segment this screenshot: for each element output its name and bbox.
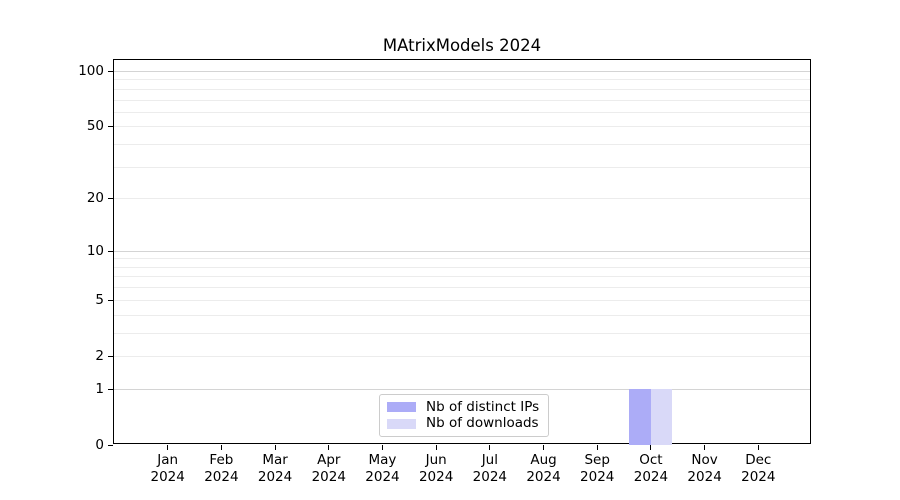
x-tick-year: 2024 xyxy=(257,469,293,485)
gridline-minor-30 xyxy=(114,166,810,168)
gridline-minor-4 xyxy=(114,314,810,316)
x-tick-mark-dec xyxy=(757,445,759,450)
y-tick-label-10: 10 xyxy=(86,242,104,259)
bar-oct-downloads xyxy=(650,388,673,445)
gridline-minor-90 xyxy=(114,79,810,81)
x-tick-label-mar: Mar 2024 xyxy=(240,452,310,486)
plot-area: Nb of distinct IPs Nb of downloads 0 1 2 5 10… xyxy=(78,59,811,485)
y-tick-mark-50 xyxy=(108,126,113,128)
legend-swatch-1 xyxy=(387,418,416,429)
y-tick-mark-2 xyxy=(108,355,113,357)
y-tick-label-2: 2 xyxy=(95,347,104,364)
x-tick-label-feb: Feb 2024 xyxy=(186,452,256,486)
y-tick-mark-0 xyxy=(108,445,113,446)
x-tick-mark-may xyxy=(381,445,383,450)
y-tick-mark-1 xyxy=(108,388,113,390)
gridline-major-100 xyxy=(114,70,810,72)
y-tick-label-20: 20 xyxy=(86,190,104,207)
x-tick-month: Aug xyxy=(530,452,557,468)
x-tick-label-sep: Sep 2024 xyxy=(562,452,632,486)
x-tick-mark-jun xyxy=(435,445,437,450)
x-tick-mark-mar xyxy=(274,445,276,450)
x-tick-month: Apr xyxy=(317,452,341,468)
legend-swatch-0 xyxy=(387,402,416,413)
x-tick-month: Nov xyxy=(691,452,718,468)
x-tick-label-dec: Dec 2024 xyxy=(723,452,793,486)
x-tick-year: 2024 xyxy=(580,469,615,485)
x-tick-month: Dec xyxy=(745,452,772,468)
gridline-major-1 xyxy=(114,388,810,390)
x-tick-month: Feb xyxy=(209,452,234,468)
x-tick-label-may: May 2024 xyxy=(347,452,417,486)
gridline-minor-80 xyxy=(114,88,810,90)
x-tick-mark-apr xyxy=(328,445,330,450)
y-tick-label-100: 100 xyxy=(78,62,104,79)
x-tick-mark-feb xyxy=(220,445,222,450)
x-tick-month: Mar xyxy=(262,452,288,468)
x-tick-year: 2024 xyxy=(526,469,561,485)
y-tick-mark-20 xyxy=(108,198,113,200)
x-tick-year: 2024 xyxy=(204,469,239,485)
gridline-minor-2 xyxy=(114,355,810,357)
legend: Nb of distinct IPs Nb of downloads xyxy=(379,394,549,437)
x-tick-month: Jun xyxy=(425,452,447,468)
x-tick-month: Jul xyxy=(481,452,498,468)
x-tick-year: 2024 xyxy=(311,469,346,485)
gridline-minor-7 xyxy=(114,276,810,278)
gridline-minor-20 xyxy=(114,198,810,200)
x-tick-mark-jul xyxy=(489,445,491,450)
x-tick-year: 2024 xyxy=(418,469,454,485)
x-tick-label-nov: Nov 2024 xyxy=(670,452,740,486)
bar-oct-distinct-ips xyxy=(629,388,651,445)
x-tick-year: 2024 xyxy=(741,469,776,485)
x-tick-year: 2024 xyxy=(687,469,722,485)
gridline-minor-3 xyxy=(114,332,810,334)
x-tick-mark-oct xyxy=(650,445,652,450)
y-tick-label-0: 0 xyxy=(95,437,104,453)
x-tick-label-aug: Aug 2024 xyxy=(509,452,579,486)
x-tick-label-jul: Jul 2024 xyxy=(455,452,525,486)
x-tick-mark-jan xyxy=(167,445,169,450)
x-tick-year: 2024 xyxy=(365,469,400,485)
gridline-major-10 xyxy=(114,250,810,252)
x-tick-mark-nov xyxy=(704,445,706,450)
x-tick-mark-sep xyxy=(596,445,598,450)
y-tick-mark-5 xyxy=(108,299,113,301)
y-tick-mark-100 xyxy=(108,70,113,72)
legend-row-1: Nb of downloads xyxy=(387,416,541,431)
y-tick-label-1: 1 xyxy=(95,380,104,397)
x-tick-label-apr: Apr 2024 xyxy=(294,452,364,486)
gridline-minor-60 xyxy=(114,111,810,113)
chart-title: MAtrixModels 2024 xyxy=(382,36,542,55)
gridline-minor-9 xyxy=(114,258,810,260)
y-tick-mark-10 xyxy=(108,250,113,252)
gridline-minor-8 xyxy=(114,266,810,268)
x-tick-label-oct: Oct 2024 xyxy=(616,452,686,486)
x-tick-year: 2024 xyxy=(633,469,669,485)
x-tick-mark-aug xyxy=(543,445,545,450)
gridline-minor-70 xyxy=(114,99,810,101)
x-tick-month: May xyxy=(368,452,397,468)
legend-label-0: Nb of distinct IPs xyxy=(426,398,540,415)
legend-label-1: Nb of downloads xyxy=(426,415,539,432)
x-tick-year: 2024 xyxy=(150,469,185,485)
gridline-minor-5 xyxy=(114,299,810,301)
y-tick-label-5: 5 xyxy=(95,291,104,308)
x-tick-month: Jan xyxy=(157,452,179,468)
gridline-minor-6 xyxy=(114,287,810,289)
x-tick-year: 2024 xyxy=(472,469,508,485)
gridline-minor-40 xyxy=(114,144,810,146)
x-tick-label-jun: Jun 2024 xyxy=(401,452,471,486)
y-tick-label-50: 50 xyxy=(86,118,104,135)
x-tick-label-jan: Jan 2024 xyxy=(133,452,203,486)
gridline-minor-50 xyxy=(114,126,810,128)
x-tick-month: Sep xyxy=(584,452,610,468)
x-tick-month: Oct xyxy=(639,452,663,468)
legend-row-0: Nb of distinct IPs xyxy=(387,398,541,415)
